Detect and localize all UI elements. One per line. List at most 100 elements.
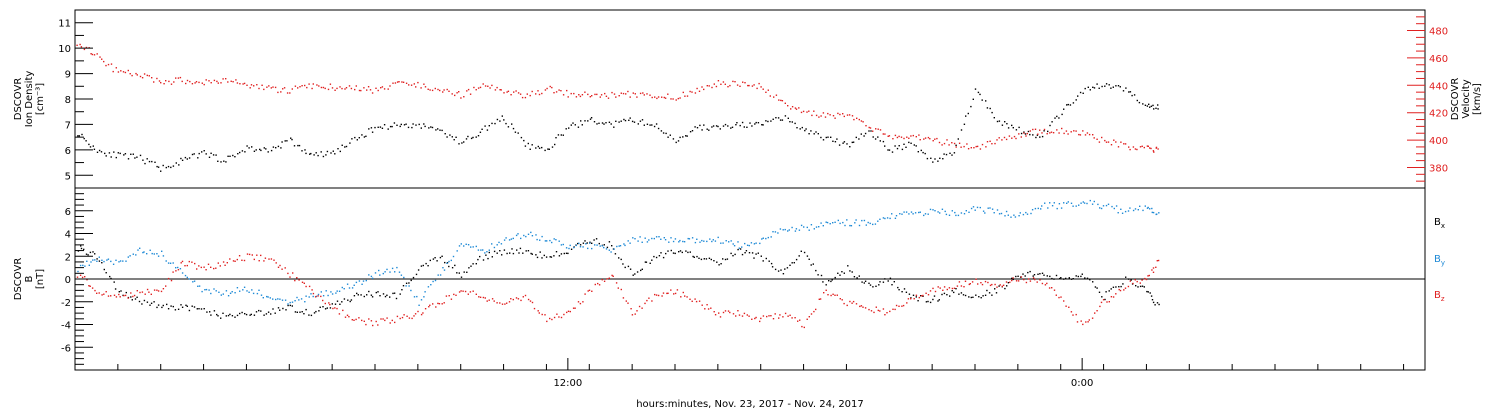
- ion-density-point: [843, 141, 846, 143]
- velocity-point: [460, 97, 462, 99]
- x-axis-title: hours:minutes, Nov. 23, 2017 - Nov. 24, …: [636, 399, 864, 410]
- bz-point: [292, 272, 294, 274]
- ion-density-point: [1067, 103, 1069, 106]
- bz-point: [620, 288, 622, 291]
- ion-density-point: [415, 124, 417, 126]
- bx-point: [350, 299, 353, 301]
- bz-point: [368, 318, 370, 320]
- ion-density-point: [1119, 86, 1121, 88]
- bz-point: [130, 292, 132, 294]
- bz-point: [406, 315, 408, 317]
- bx-point: [878, 284, 880, 286]
- bz-point: [491, 298, 494, 300]
- bz-point: [1041, 282, 1044, 285]
- bz-point: [791, 317, 793, 319]
- bx-point: [454, 264, 456, 267]
- velocity-point: [1147, 145, 1149, 147]
- bx-point: [530, 252, 532, 255]
- bx-point: [174, 309, 177, 311]
- ion-density-point: [1001, 124, 1004, 126]
- bx-point: [837, 272, 839, 274]
- bx-point: [988, 292, 991, 294]
- ion-density-point: [598, 122, 600, 124]
- bx-point: [565, 252, 568, 254]
- by-point: [858, 224, 861, 227]
- ion-density-point: [110, 156, 112, 158]
- bx-point: [679, 250, 682, 252]
- velocity-point: [148, 75, 150, 77]
- ion-density-point: [544, 149, 546, 152]
- by-point: [582, 246, 584, 248]
- ion-density-point: [694, 126, 696, 128]
- velocity-point: [261, 84, 263, 86]
- by-point: [762, 237, 764, 239]
- bz-point: [234, 260, 236, 262]
- velocity-point: [344, 88, 346, 90]
- velocity-point: [594, 93, 596, 96]
- by-point: [505, 237, 507, 239]
- velocity-point: [1005, 138, 1008, 141]
- ion-density-point: [524, 145, 527, 147]
- bx-point: [249, 314, 251, 316]
- by-point: [298, 299, 300, 301]
- velocity-point: [820, 115, 822, 117]
- ion-density-point: [825, 136, 827, 139]
- bz-point: [94, 289, 96, 292]
- bz-point: [987, 281, 989, 284]
- bz-point: [517, 298, 520, 300]
- bz-point: [743, 312, 746, 315]
- bx-point: [658, 255, 661, 257]
- bx-point: [741, 253, 744, 256]
- bz-point: [180, 262, 182, 264]
- ion-density-point: [1122, 90, 1125, 92]
- bx-point: [225, 315, 227, 317]
- velocity-point: [392, 82, 394, 84]
- ion-density-point: [1105, 83, 1108, 85]
- by-point: [1010, 216, 1012, 218]
- ion-density-point: [453, 139, 455, 141]
- by-point: [1063, 202, 1065, 204]
- bx-point: [136, 296, 138, 298]
- by-point: [165, 260, 167, 262]
- velocity-point: [413, 83, 415, 85]
- ion-density-point: [446, 136, 448, 138]
- by-point: [262, 297, 264, 299]
- by-point: [1005, 210, 1008, 213]
- ion-density-point: [554, 143, 556, 146]
- by-point: [624, 244, 626, 247]
- bx-point: [105, 272, 107, 274]
- bz-point: [1053, 289, 1056, 291]
- bz-point: [778, 317, 780, 319]
- bx-point: [722, 258, 724, 260]
- bz-point: [892, 308, 894, 310]
- bz-point: [506, 302, 508, 304]
- velocity-point: [217, 82, 219, 84]
- velocity-point: [158, 80, 161, 82]
- ion-density-point: [920, 149, 922, 152]
- bx-point: [349, 300, 351, 303]
- bx-point: [806, 255, 809, 257]
- by-point: [813, 228, 815, 230]
- bz-point: [1044, 284, 1047, 286]
- by-point: [1151, 211, 1153, 214]
- bz-point: [482, 296, 485, 299]
- bx-point: [795, 258, 798, 261]
- bz-point: [312, 292, 315, 295]
- by-point: [1000, 212, 1003, 215]
- bx-point: [456, 272, 458, 274]
- by-point: [674, 238, 677, 240]
- ion-density-point: [162, 164, 164, 167]
- bx-point: [884, 278, 886, 280]
- velocity-point: [175, 77, 177, 79]
- bz-point: [666, 292, 668, 295]
- ion-density-point: [842, 142, 844, 144]
- ion-density-point: [696, 127, 699, 129]
- ion-density-point: [1058, 117, 1060, 119]
- by-point: [488, 249, 490, 251]
- ion-density-point: [746, 126, 748, 128]
- bx-point: [303, 313, 305, 315]
- ion-density-point: [781, 119, 784, 121]
- bz-point: [246, 253, 249, 255]
- velocity-point: [122, 71, 125, 73]
